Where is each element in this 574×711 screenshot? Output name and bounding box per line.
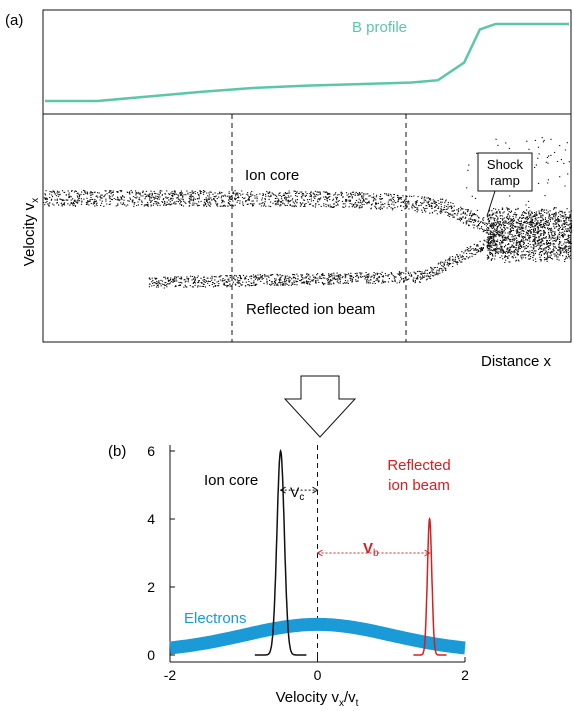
panel-b-label: (b) [108,443,126,460]
ion-core-label-a: Ion core [245,167,299,184]
phase-space-ylabel: Velocity vx [21,198,41,266]
reflected-ion-beam-label-a: Reflected ion beam [246,301,375,318]
vb-label: Vb [363,540,379,559]
vc-arrowhead-left [279,486,286,494]
y-tick-label: 4 [147,511,155,527]
shock-ramp-callout-pointer [486,190,496,217]
x-tick-label: -2 [164,667,177,683]
shock-ramp-label-line1: Shock [487,157,524,172]
reflected-ion-beam-label-b-line1: Reflected [387,457,450,474]
velocity-xlabel: Velocity vx/vt [276,689,359,709]
electrons-curve [169,617,466,655]
x-tick-label: 2 [461,667,469,683]
b-profile-label: B profile [352,19,407,36]
b-profile-line [45,22,569,103]
electrons-label: Electrons [184,610,247,627]
y-tick-label: 0 [147,647,155,663]
phase-space-scatter [43,137,573,289]
ion-core-curve [254,448,307,656]
down-arrow-icon [283,375,357,438]
phase-space-points [43,137,573,289]
vb-arrowhead-right [424,549,431,557]
x-tick-label: 0 [314,667,322,683]
distribution-plot: 0 2 4 6 -2 0 2 [147,443,469,683]
vc-label: Vc [290,484,304,503]
reflected-beam-curve [413,517,447,656]
shock-ramp-callout-box [477,152,533,192]
vc-arrowhead-right [312,486,319,494]
ion-core-label-b: Ion core [204,472,258,489]
y-tick-label: 6 [147,443,155,459]
vb-arrowhead-left [316,549,323,557]
reflected-ion-beam-label-b-line2: ion beam [388,477,450,494]
panel-a-label: (a) [5,12,23,29]
y-tick-label: 2 [147,579,155,595]
shock-ramp-label-line2: ramp [490,173,520,188]
distance-x-label: Distance x [481,353,552,370]
